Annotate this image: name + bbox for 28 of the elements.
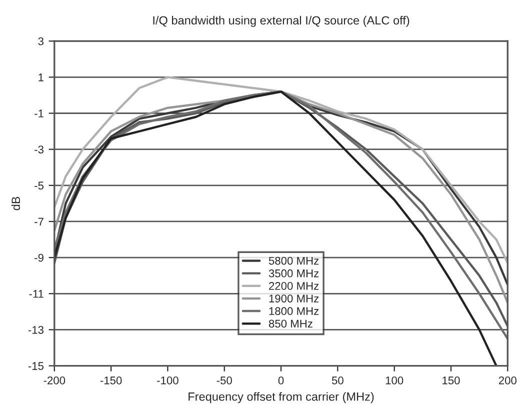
chart-title: I/Q bandwidth using external I/Q source (ALC off) — [153, 16, 410, 27]
x-tick-label: 150 — [442, 376, 460, 384]
legend-label: 2200 MHz — [269, 282, 319, 290]
x-tick-label: 100 — [386, 376, 404, 384]
y-tick-label: -1 — [34, 110, 44, 118]
legend-label: 5800 MHz — [268, 256, 319, 265]
legend-label: 1900 MHz — [269, 294, 319, 302]
x-tick-label: -200 — [44, 376, 66, 384]
x-tick-label: 200 — [498, 376, 516, 384]
x-tick-label: 50 — [332, 376, 344, 384]
y-tick-label: -3 — [34, 146, 44, 154]
x-tick-label: -100 — [157, 376, 178, 384]
y-tick-label: -11 — [29, 290, 44, 298]
y-tick-label: -5 — [34, 182, 44, 190]
y-tick-label: 3 — [38, 37, 44, 46]
y-axis-title: dB — [11, 196, 20, 210]
x-tick-label: -150 — [100, 376, 122, 384]
y-tick-label: 1 — [38, 74, 44, 82]
legend-label: 3500 MHz — [268, 269, 319, 278]
x-tick-label: -50 — [216, 376, 232, 384]
y-tick-label: -15 — [28, 362, 44, 370]
y-tick-label: -7 — [34, 218, 44, 226]
legend-label: 850 MHz — [268, 320, 312, 328]
x-tick-label: 0 — [278, 376, 284, 384]
x-axis-title: Frequency offset from carrier (MHz) — [188, 392, 374, 404]
y-tick-label: -9 — [34, 254, 44, 262]
legend-label: 1800 MHz — [269, 307, 319, 316]
y-tick-label: -13 — [28, 326, 44, 334]
